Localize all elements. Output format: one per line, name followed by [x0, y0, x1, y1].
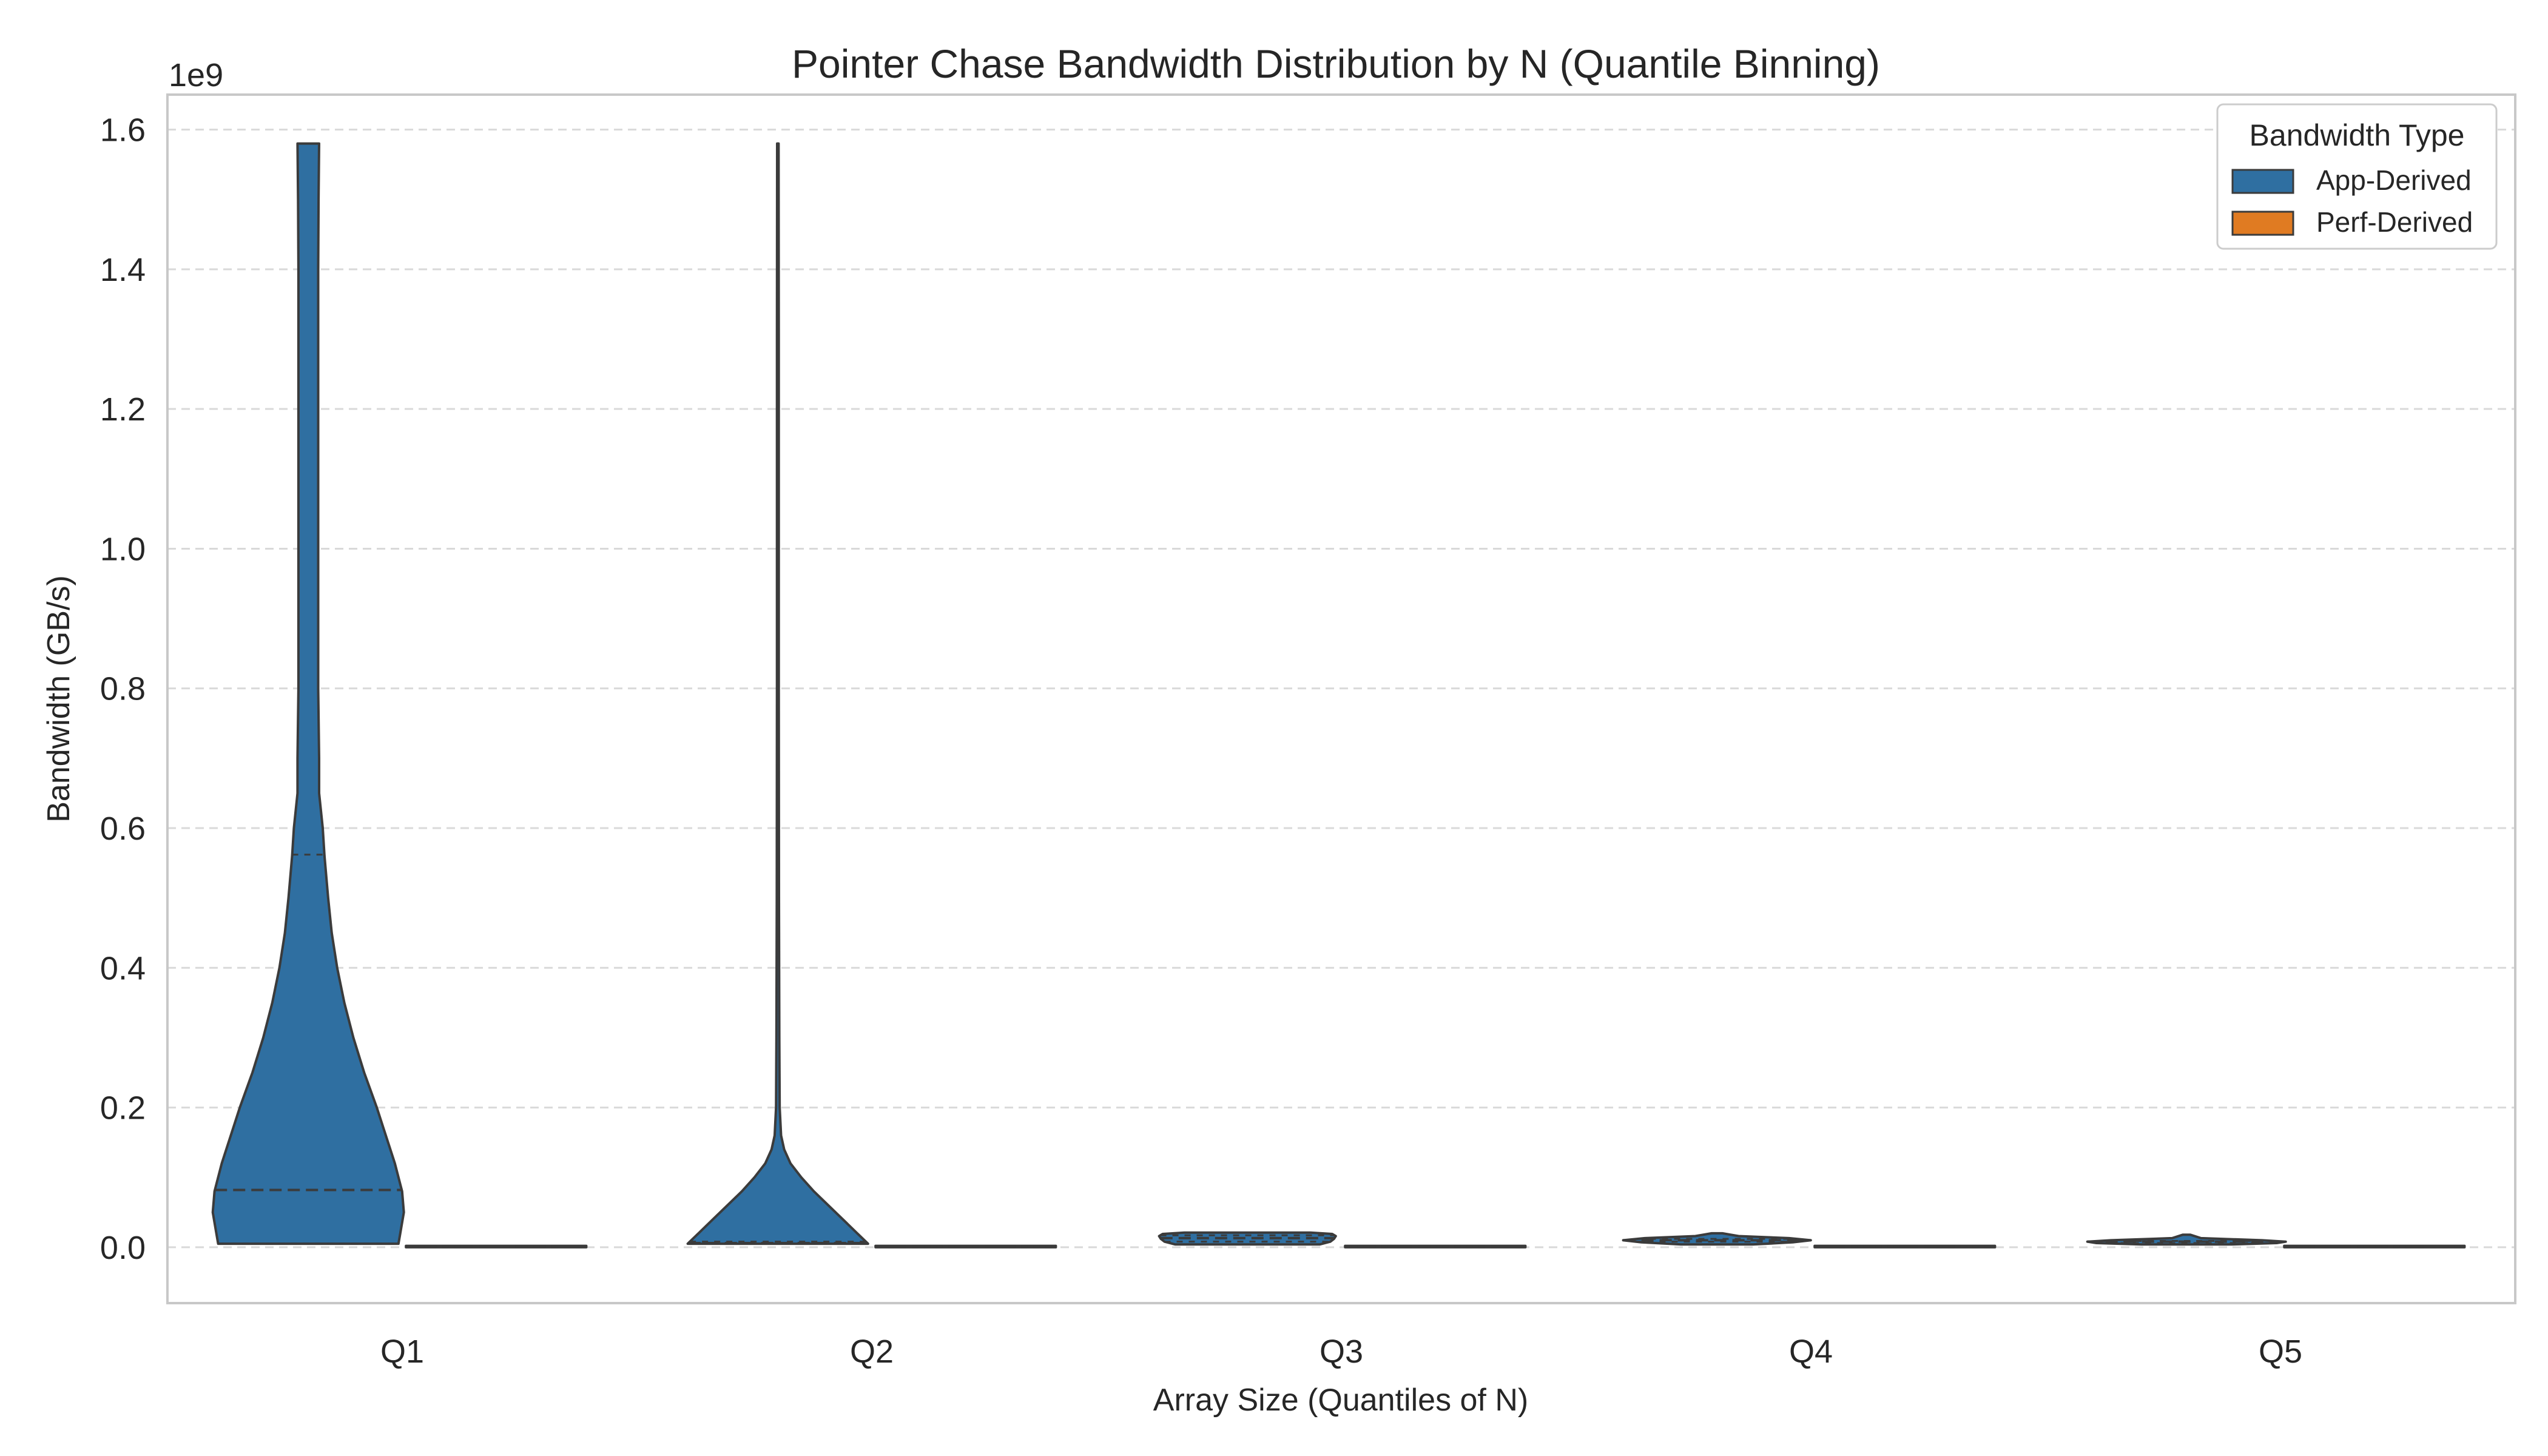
- x-tick-label: Q3: [1320, 1333, 1363, 1370]
- x-tick-label: Q4: [1789, 1333, 1833, 1370]
- x-axis-label: Array Size (Quantiles of N): [1153, 1383, 1528, 1418]
- y-tick-label: 1.2: [100, 391, 146, 428]
- y-tick-label: 0.8: [100, 671, 146, 707]
- x-axis-ticks: Q1 Q2 Q3 Q4 Q5: [380, 1333, 2302, 1370]
- y-axis-ticks: 0.0 0.2 0.4 0.6 0.8 1.0 1.2 1.4 1.6: [100, 112, 146, 1266]
- y-tick-label: 1.4: [100, 252, 146, 288]
- legend-title: Bandwidth Type: [2250, 118, 2465, 152]
- legend-label-perf-derived: Perf-Derived: [2316, 206, 2473, 238]
- y-tick-label: 1.6: [100, 112, 146, 149]
- y-tick-label: 0.4: [100, 950, 146, 986]
- legend-label-app-derived: App-Derived: [2316, 164, 2472, 196]
- legend-swatch-app-derived: [2231, 169, 2294, 194]
- y-tick-label: 0.6: [100, 811, 146, 847]
- legend: Bandwidth Type App-Derived Perf-Derived: [2216, 103, 2498, 250]
- violin-app-derived-q1: [211, 142, 405, 1245]
- plot-area: [166, 93, 2516, 1304]
- x-tick-label: Q5: [2259, 1333, 2302, 1370]
- y-tick-label: 1.0: [100, 531, 146, 567]
- x-tick-label: Q1: [380, 1333, 424, 1370]
- chart-title: Pointer Chase Bandwidth Distribution by …: [792, 41, 1880, 86]
- y-tick-label: 0.0: [100, 1230, 146, 1266]
- y-axis-label: Bandwidth (GB/s): [41, 575, 76, 823]
- violins: [211, 142, 2466, 1249]
- legend-swatch-perf-derived: [2231, 211, 2294, 236]
- plot-background: [167, 95, 2515, 1303]
- y-tick-label: 0.2: [100, 1090, 146, 1127]
- violin-app-derived-q2: [686, 142, 869, 1245]
- x-tick-label: Q2: [850, 1333, 894, 1370]
- plot-frame: [166, 93, 2516, 1304]
- y-axis-offset-label: 1e9: [169, 57, 223, 93]
